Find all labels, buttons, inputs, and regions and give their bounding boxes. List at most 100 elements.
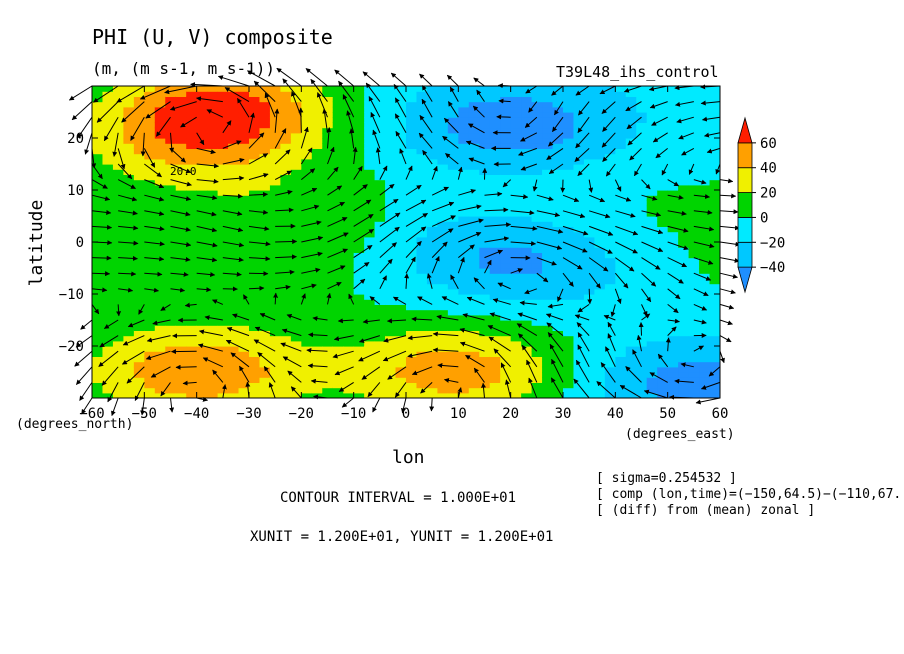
field-cell [112,299,124,305]
field-cell [343,158,355,165]
x-tick-label: −20 [289,406,314,422]
field-cell [165,392,177,398]
field-cell [144,184,156,191]
field-cell [615,356,627,363]
field-cell [552,361,564,368]
field-cell [311,101,323,108]
wind-vector [160,382,171,397]
field-cell [385,231,397,238]
field-cell [92,127,104,134]
wind-vector [588,225,614,236]
field-cell [416,314,428,321]
field-cell [385,294,397,300]
field-cell [332,330,344,337]
field-cell [542,351,554,357]
field-cell [531,242,543,248]
field-cell [563,179,575,186]
field-cell [531,366,543,373]
field-cell [458,221,470,227]
field-cell [102,392,114,398]
wind-vector [372,129,381,149]
wind-vector [144,271,163,277]
contour-interval-text: CONTOUR INTERVAL = 1.000E+01 [280,490,516,506]
field-cell [416,325,428,331]
wind-vector [116,304,122,317]
field-cell [249,96,261,103]
field-cell [385,346,397,352]
wind-vector [282,356,302,368]
field-cell [364,257,376,264]
wind-vector [708,366,721,377]
field-cell [175,153,187,160]
field-cell [269,174,281,181]
field-cell [207,91,219,97]
field-cell [186,309,198,316]
field-cell [531,340,543,347]
field-cell [489,252,501,259]
field-cell [290,164,302,170]
field-cell [343,304,355,311]
field-cell [510,356,522,363]
wind-vector [695,397,721,405]
field-cell [583,174,595,181]
wind-vector [280,342,302,352]
field-cell [175,320,187,326]
wind-vector [301,168,316,180]
field-cell [437,268,449,274]
field-cell [458,356,470,363]
wind-vector [536,257,557,266]
field-cell [186,325,198,331]
field-cell [489,242,501,248]
field-cell [657,304,669,311]
field-cell [657,184,669,191]
wind-vector [493,348,512,368]
field-cell [426,309,438,316]
field-cell [112,242,124,248]
field-cell [238,247,250,253]
field-cell [154,304,166,311]
field-cell [552,351,564,357]
wind-vector [196,147,216,155]
field-cell [280,366,292,373]
field-cell [709,158,720,165]
field-cell [709,309,720,316]
field-cell [615,377,627,383]
field-cell [144,210,156,217]
field-cell [112,325,124,331]
field-cell [238,184,250,191]
field-cell [500,273,512,279]
field-cell [468,283,480,290]
field-cell [500,294,512,300]
field-cell [437,236,449,243]
field-cell [479,158,491,165]
wind-vector [667,225,689,233]
field-cell [563,226,575,233]
field-cell [531,231,543,238]
field-cell [269,340,281,347]
field-cell [688,294,700,300]
field-cell [636,158,648,165]
field-cell [458,112,470,118]
field-cell [667,340,679,347]
field-cell [563,184,575,191]
wind-vector [326,292,332,305]
field-cell [416,330,428,337]
field-cell [249,299,261,305]
field-cell [594,184,606,191]
wind-vector [379,226,400,243]
field-cell [395,361,407,368]
field-cell [175,372,187,378]
field-cell [426,288,438,295]
field-cell [521,101,533,108]
x-tick-label: −40 [184,406,209,422]
field-cell [615,366,627,373]
field-cell [385,356,397,363]
field-cell [102,309,114,316]
field-cell [699,387,711,394]
field-cell [196,372,208,378]
field-cell [196,361,208,368]
field-cell [479,262,491,269]
wind-vector [394,97,407,118]
field-cell [123,283,135,290]
wind-vector [422,150,433,165]
